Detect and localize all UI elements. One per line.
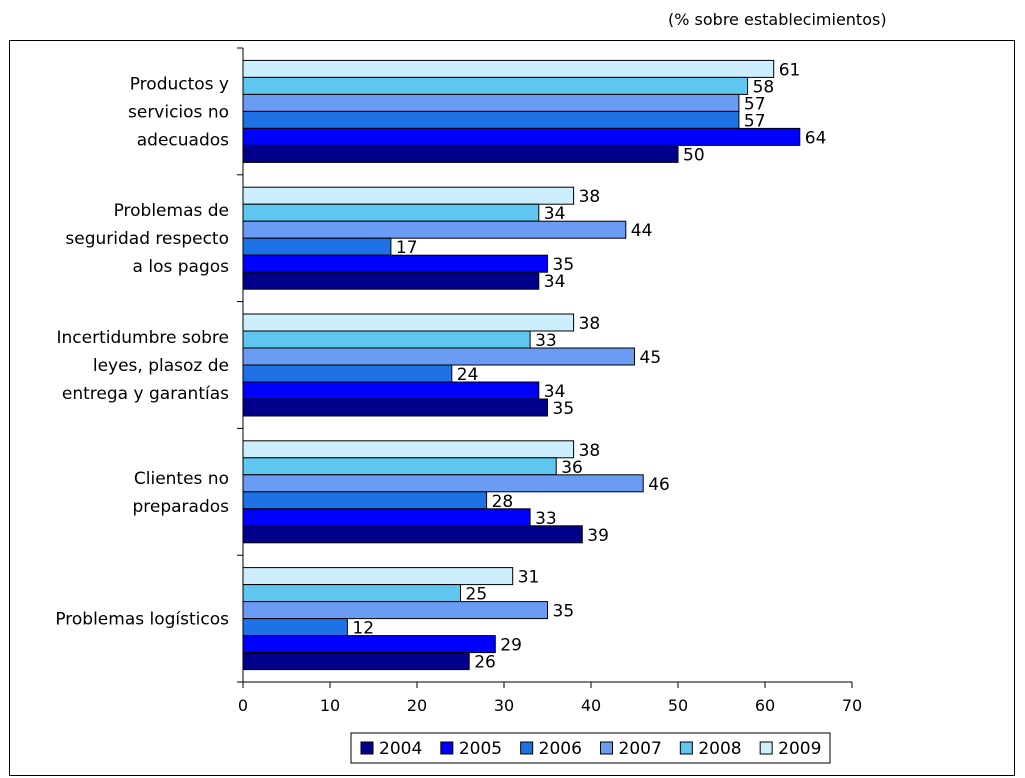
legend-label: 2004	[379, 739, 422, 759]
data-label: 50	[683, 145, 705, 165]
data-label: 33	[535, 509, 557, 529]
category-label: leyes, plasoz de	[93, 356, 229, 376]
legend-swatch	[520, 741, 534, 755]
bar	[242, 567, 514, 586]
bar	[242, 237, 392, 256]
chart-subtitle: (% sobre establecimientos)	[668, 10, 887, 29]
bar	[242, 313, 575, 332]
legend-swatch	[440, 741, 454, 755]
bar	[242, 635, 496, 654]
legend-label: 2005	[459, 739, 502, 759]
x-tick-label: 10	[320, 696, 340, 715]
bar	[242, 491, 488, 510]
category-label: adecuados	[137, 130, 229, 150]
bar	[242, 652, 470, 671]
data-label: 46	[648, 475, 670, 495]
data-label: 34	[544, 204, 566, 224]
bar	[242, 127, 801, 146]
data-label: 38	[579, 314, 601, 334]
data-label: 29	[500, 636, 522, 656]
data-label: 44	[631, 221, 653, 241]
category-label: servicios no	[128, 102, 229, 122]
data-label: 28	[492, 492, 514, 512]
bar	[242, 59, 775, 78]
data-label: 26	[474, 653, 496, 673]
legend-swatch	[679, 741, 693, 755]
data-label: 57	[744, 111, 766, 131]
bar	[242, 110, 740, 129]
bar	[242, 601, 548, 620]
data-label: 61	[779, 60, 801, 80]
data-label: 34	[544, 272, 566, 292]
bar	[242, 525, 583, 544]
legend-label: 2008	[698, 739, 741, 759]
category-label: Productos y	[130, 74, 229, 94]
bar	[242, 203, 540, 222]
legend-swatch	[360, 741, 374, 755]
category-label: preparados	[132, 497, 229, 517]
x-tick-label: 50	[668, 696, 688, 715]
category-label: seguridad respecto	[65, 229, 229, 249]
x-tick-label: 60	[755, 696, 775, 715]
data-label: 45	[640, 348, 662, 368]
category-label: Clientes no	[134, 469, 229, 489]
data-label: 57	[744, 94, 766, 114]
data-label: 33	[535, 331, 557, 351]
bar	[242, 144, 679, 163]
bar	[242, 618, 348, 637]
data-label: 35	[553, 602, 575, 622]
bar	[242, 440, 575, 459]
bar	[242, 186, 575, 205]
category-label: Incertidumbre sobre	[57, 328, 230, 348]
legend-label: 2007	[619, 739, 662, 759]
bar	[242, 457, 557, 476]
data-label: 38	[579, 187, 601, 207]
data-label: 38	[579, 441, 601, 461]
data-label: 64	[805, 128, 827, 148]
category-label: a los pagos	[133, 257, 230, 277]
legend-swatch	[759, 741, 773, 755]
bar	[242, 76, 749, 95]
data-label: 35	[553, 399, 575, 419]
legend-label: 2006	[539, 739, 582, 759]
legend-label: 2009	[778, 739, 821, 759]
data-label: 36	[561, 458, 583, 478]
bar	[242, 330, 531, 349]
data-label: 31	[518, 568, 540, 588]
category-label: Problemas de	[114, 201, 229, 221]
bar	[242, 93, 740, 112]
x-tick-label: 70	[842, 696, 862, 715]
x-tick-label: 40	[581, 696, 601, 715]
data-label: 17	[396, 238, 418, 258]
bar	[242, 364, 453, 383]
category-label: Problemas logísticos	[55, 610, 229, 630]
bar	[242, 254, 548, 273]
bar	[242, 584, 461, 603]
x-tick-label: 0	[238, 696, 248, 715]
category-label: entrega y garantías	[62, 384, 229, 404]
bar	[242, 508, 531, 527]
bar	[242, 381, 540, 400]
data-label: 58	[753, 77, 775, 97]
bar	[242, 474, 644, 493]
bar	[242, 347, 635, 366]
bar	[242, 220, 627, 239]
data-label: 25	[466, 585, 488, 605]
data-label: 39	[587, 526, 609, 546]
bar	[242, 398, 548, 417]
legend-swatch	[600, 741, 613, 755]
x-tick-label: 20	[407, 696, 427, 715]
data-label: 34	[544, 382, 566, 402]
data-label: 35	[553, 255, 575, 275]
data-label: 12	[352, 619, 374, 639]
chart-frame	[9, 40, 1015, 776]
x-tick-label: 30	[494, 696, 514, 715]
bar	[242, 271, 540, 290]
legend-box	[350, 732, 831, 764]
data-label: 24	[457, 365, 479, 385]
